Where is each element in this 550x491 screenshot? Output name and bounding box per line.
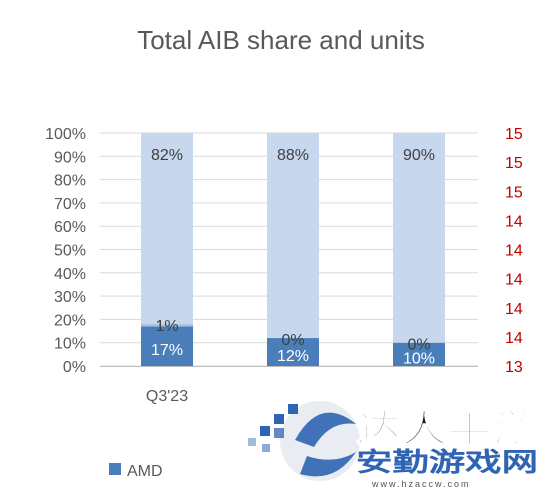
y-right-tick-label: 13 xyxy=(505,359,523,376)
watermark-icon xyxy=(248,401,360,481)
chart-title: Total AIB share and units xyxy=(137,25,425,55)
data-label-amd: 10% xyxy=(403,350,435,367)
data-label-series-2: 1% xyxy=(155,318,178,335)
y-left-tick-label: 100% xyxy=(45,126,86,143)
watermark-url: www.hzaccw.com xyxy=(371,479,471,489)
watermark-text-2: 安勤游戏网 xyxy=(356,447,538,477)
y-right-tick-label: 14 xyxy=(505,301,523,318)
data-label-series-2: 0% xyxy=(281,332,304,349)
watermark-logo: 达人手游 安勤游戏网 www.hzaccw.com xyxy=(248,401,539,489)
y-left-tick-label: 80% xyxy=(54,173,86,190)
data-label-series-3: 90% xyxy=(403,147,435,164)
legend-swatch-amd xyxy=(109,463,121,475)
data-label-amd: 12% xyxy=(277,348,309,365)
y-right-tick-label: 14 xyxy=(505,213,523,230)
bar-segment xyxy=(141,133,193,325)
data-label-series-3: 88% xyxy=(277,147,309,164)
y-left-tick-label: 70% xyxy=(54,196,86,213)
y-axis-right: 13 14 14 14 14 14 15 15 15 xyxy=(505,126,523,376)
data-label-series-2: 0% xyxy=(407,337,430,354)
data-label-series-3: 82% xyxy=(151,147,183,164)
y-left-tick-label: 10% xyxy=(54,336,86,353)
bars xyxy=(141,133,445,366)
x-axis: Q3'23 xyxy=(100,366,478,405)
bar-segment xyxy=(141,324,193,327)
y-left-tick-label: 20% xyxy=(54,312,86,329)
y-right-tick-label: 15 xyxy=(505,155,523,172)
bar-segment xyxy=(267,133,319,339)
legend: AMD xyxy=(109,463,163,480)
y-right-tick-label: 14 xyxy=(505,330,523,347)
y-right-tick-label: 15 xyxy=(505,184,523,201)
y-left-tick-label: 60% xyxy=(54,219,86,236)
y-left-tick-label: 30% xyxy=(54,289,86,306)
y-axis-left: 0% 10% 20% 30% 40% 50% 60% 70% 80% 90% 100% xyxy=(45,126,86,376)
data-labels: 17%1%82%12%0%88%10%0%90% xyxy=(151,147,435,367)
y-right-tick-label: 14 xyxy=(505,243,523,260)
y-left-tick-label: 0% xyxy=(63,359,86,376)
bar-segment xyxy=(393,133,445,343)
y-left-tick-label: 40% xyxy=(54,266,86,283)
y-right-tick-label: 15 xyxy=(505,126,523,143)
y-left-tick-label: 50% xyxy=(54,243,86,260)
legend-label-amd: AMD xyxy=(127,463,163,480)
bar-segment xyxy=(141,326,193,366)
y-right-tick-label: 14 xyxy=(505,272,523,289)
x-category-label: Q3'23 xyxy=(146,388,188,405)
bar-segment xyxy=(267,338,319,366)
y-left-tick-label: 90% xyxy=(54,149,86,166)
data-label-amd: 17% xyxy=(151,342,183,359)
bar-segment xyxy=(393,342,445,366)
watermark-text-1: 达人手游 xyxy=(356,409,538,451)
